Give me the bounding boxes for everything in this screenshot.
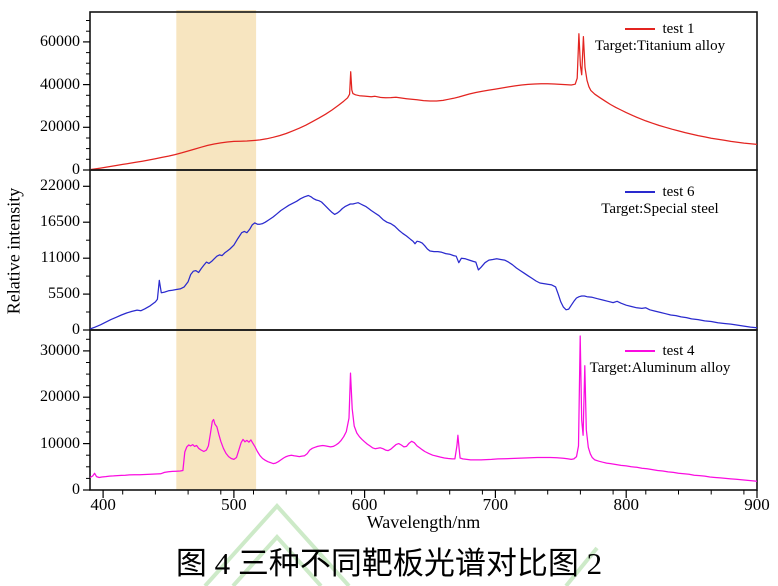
x-tick-label: 500 xyxy=(221,495,247,514)
legend-label-test4: test 4 xyxy=(662,342,695,359)
legend-line-test4 xyxy=(625,350,656,352)
legend-line-test6 xyxy=(625,191,656,193)
highlight-band xyxy=(176,10,257,490)
x-tick-label: 600 xyxy=(351,495,378,514)
legend-target-test4: Target:Aluminum alloy xyxy=(589,360,731,376)
y-tick-label: 5500 xyxy=(48,285,80,303)
y-tick-label: 30000 xyxy=(40,341,80,359)
legend-target-test6: Target:Special steel xyxy=(601,201,719,217)
watermark-stroke-right xyxy=(564,546,599,586)
legend-label-test1: test 1 xyxy=(662,20,695,37)
spectrum-curve-test-6 xyxy=(89,194,758,330)
x-tick-label: 800 xyxy=(613,495,639,514)
spectrum-curve-test-4 xyxy=(89,335,758,482)
x-tick-label: 400 xyxy=(90,495,116,514)
y-tick-label: 10000 xyxy=(40,434,80,452)
y-tick-label: 20000 xyxy=(40,388,80,406)
legend-label-test6: test 6 xyxy=(662,183,695,200)
y-tick-label: 11000 xyxy=(40,249,80,267)
y-tick-label: 40000 xyxy=(40,75,80,93)
legend-panel-2: test 6 Target:Special steel xyxy=(545,183,775,218)
watermark-chevron-inner xyxy=(231,534,323,586)
y-tick-label: 0 xyxy=(72,161,80,178)
x-tick-label: 700 xyxy=(482,495,509,514)
y-tick-label: 60000 xyxy=(40,32,80,50)
figure-caption: 图 4 三种不同靶板光谱对比图 2 xyxy=(175,546,603,581)
legend-line-test1 xyxy=(625,28,656,30)
spectrum-curve-test-1 xyxy=(89,33,758,171)
x-tick-label: 900 xyxy=(744,495,770,514)
y-tick-label: 0 xyxy=(72,481,80,498)
legend-panel-1: test 1 Target:Titanium alloy xyxy=(545,20,775,55)
legend-panel-3: test 4 Target:Aluminum alloy xyxy=(545,342,775,377)
legend-target-test1: Target:Titanium alloy xyxy=(594,38,726,54)
y-tick-label: 16500 xyxy=(40,213,80,231)
y-tick-label: 20000 xyxy=(40,118,80,136)
x-axis-title: Wavelength/nm xyxy=(366,512,481,532)
y-tick-label: 22000 xyxy=(40,177,80,195)
y-tick-label: 0 xyxy=(72,321,80,338)
panel-border-3 xyxy=(89,329,758,491)
watermark-chevron-outer xyxy=(203,503,351,586)
